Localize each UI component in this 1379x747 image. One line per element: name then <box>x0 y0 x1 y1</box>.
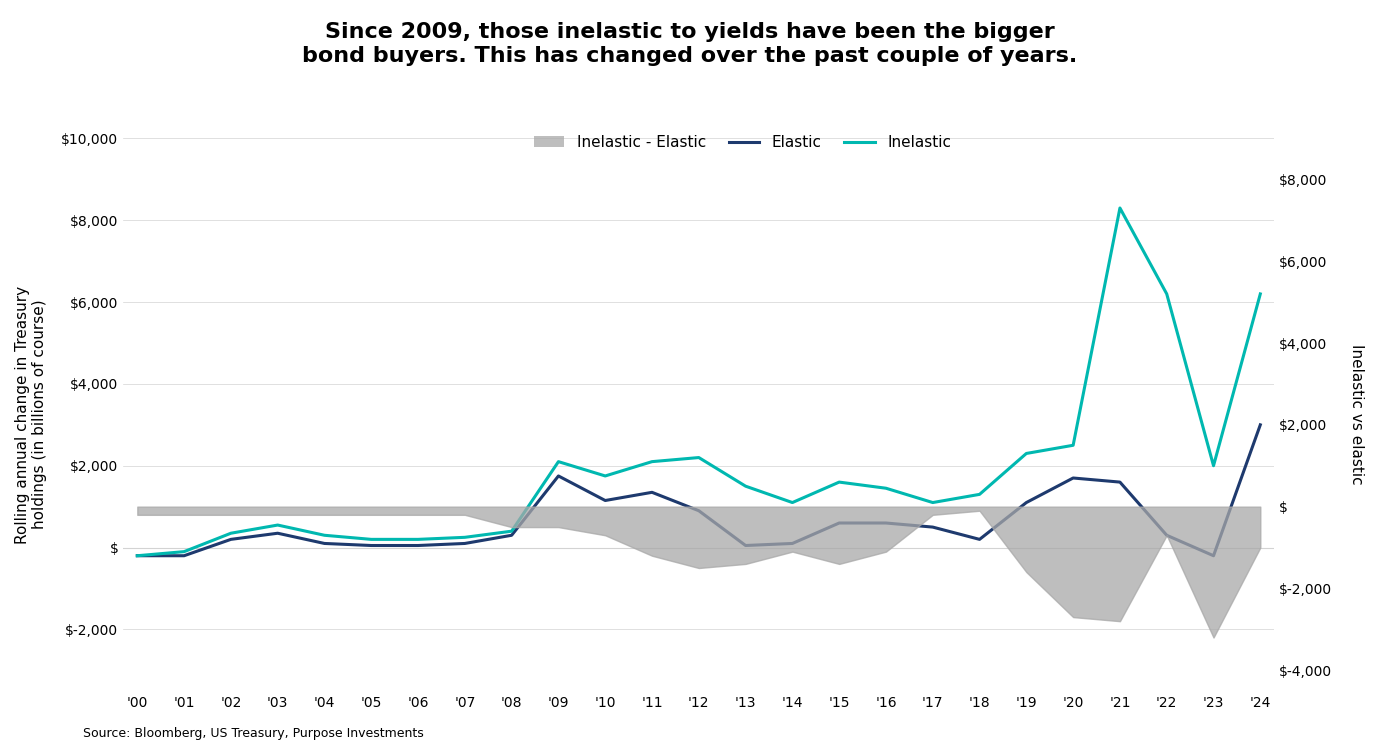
Elastic <box>971 535 987 544</box>
Inelastic <box>738 482 754 491</box>
Inelastic <box>644 457 661 466</box>
Inelastic <box>130 551 146 560</box>
Inelastic <box>832 477 848 486</box>
Elastic <box>738 541 754 550</box>
Inelastic <box>1018 449 1034 458</box>
Inelastic <box>877 484 894 493</box>
Inelastic <box>691 453 707 462</box>
Elastic <box>222 535 239 544</box>
Inelastic <box>597 471 614 480</box>
Line: Elastic: Elastic <box>138 425 1260 556</box>
Elastic <box>177 551 193 560</box>
Elastic <box>503 531 520 540</box>
Inelastic <box>1205 461 1222 470</box>
Elastic <box>130 551 146 560</box>
Inelastic <box>316 531 332 540</box>
Elastic <box>644 488 661 497</box>
Elastic <box>924 523 940 532</box>
Elastic <box>363 541 379 550</box>
Inelastic <box>924 498 940 507</box>
Inelastic <box>1065 441 1081 450</box>
Elastic <box>1205 551 1222 560</box>
Elastic <box>1065 474 1081 483</box>
Elastic <box>410 541 426 550</box>
Inelastic <box>363 535 379 544</box>
Legend: Inelastic - Elastic, Elastic, Inelastic: Inelastic - Elastic, Elastic, Inelastic <box>534 135 952 150</box>
Y-axis label: Inelastic vs elastic: Inelastic vs elastic <box>1349 344 1364 485</box>
Inelastic <box>785 498 801 507</box>
Inelastic <box>971 490 987 499</box>
Elastic <box>832 518 848 527</box>
Inelastic <box>222 529 239 538</box>
Elastic <box>1252 421 1269 430</box>
Inelastic <box>269 521 285 530</box>
Inelastic <box>503 527 520 536</box>
Inelastic <box>1111 203 1128 212</box>
Y-axis label: Rolling annual change in Treasury
holdings (in billions of course): Rolling annual change in Treasury holdin… <box>15 285 47 544</box>
Elastic <box>877 518 894 527</box>
Elastic <box>456 539 473 548</box>
Inelastic <box>177 547 193 556</box>
Inelastic <box>456 533 473 542</box>
Elastic <box>785 539 801 548</box>
Elastic <box>550 471 567 480</box>
Text: Source: Bloomberg, US Treasury, Purpose Investments: Source: Bloomberg, US Treasury, Purpose … <box>83 727 423 740</box>
Elastic <box>1158 531 1175 540</box>
Inelastic <box>1158 289 1175 298</box>
Elastic <box>597 496 614 505</box>
Elastic <box>691 506 707 515</box>
Inelastic <box>550 457 567 466</box>
Elastic <box>1018 498 1034 507</box>
Inelastic <box>1252 289 1269 298</box>
Elastic <box>1111 477 1128 486</box>
Elastic <box>269 529 285 538</box>
Line: Inelastic: Inelastic <box>138 208 1260 556</box>
Inelastic <box>410 535 426 544</box>
Text: Since 2009, those inelastic to yields have been the bigger
bond buyers. This has: Since 2009, those inelastic to yields ha… <box>302 22 1077 66</box>
Elastic <box>316 539 332 548</box>
